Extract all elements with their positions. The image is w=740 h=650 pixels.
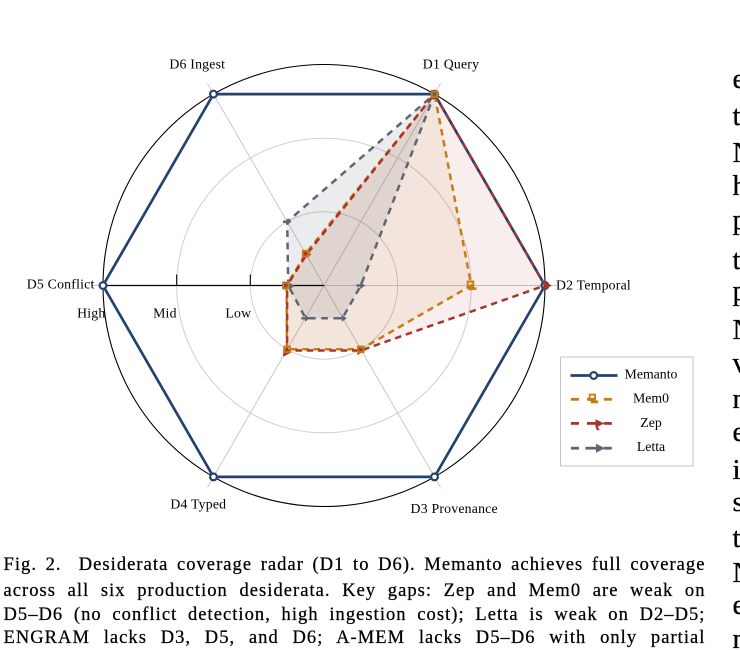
svg-text:Letta: Letta: [637, 439, 665, 454]
svg-text:D2 Temporal: D2 Temporal: [556, 278, 631, 293]
svg-text:D1 Query: D1 Query: [423, 57, 479, 72]
svg-text:Mid: Mid: [153, 305, 177, 320]
svg-text:D3 Provenance: D3 Provenance: [411, 501, 498, 516]
svg-text:High: High: [77, 305, 105, 320]
svg-text:D4 Typed: D4 Typed: [170, 497, 226, 512]
svg-text:Mem0: Mem0: [633, 391, 669, 406]
svg-text:Low: Low: [225, 305, 251, 320]
svg-text:Zep: Zep: [640, 415, 662, 430]
svg-text:D5 Conflict: D5 Conflict: [27, 277, 95, 292]
svg-text:D6 Ingest: D6 Ingest: [169, 57, 225, 72]
svg-text:Memanto: Memanto: [625, 367, 678, 382]
